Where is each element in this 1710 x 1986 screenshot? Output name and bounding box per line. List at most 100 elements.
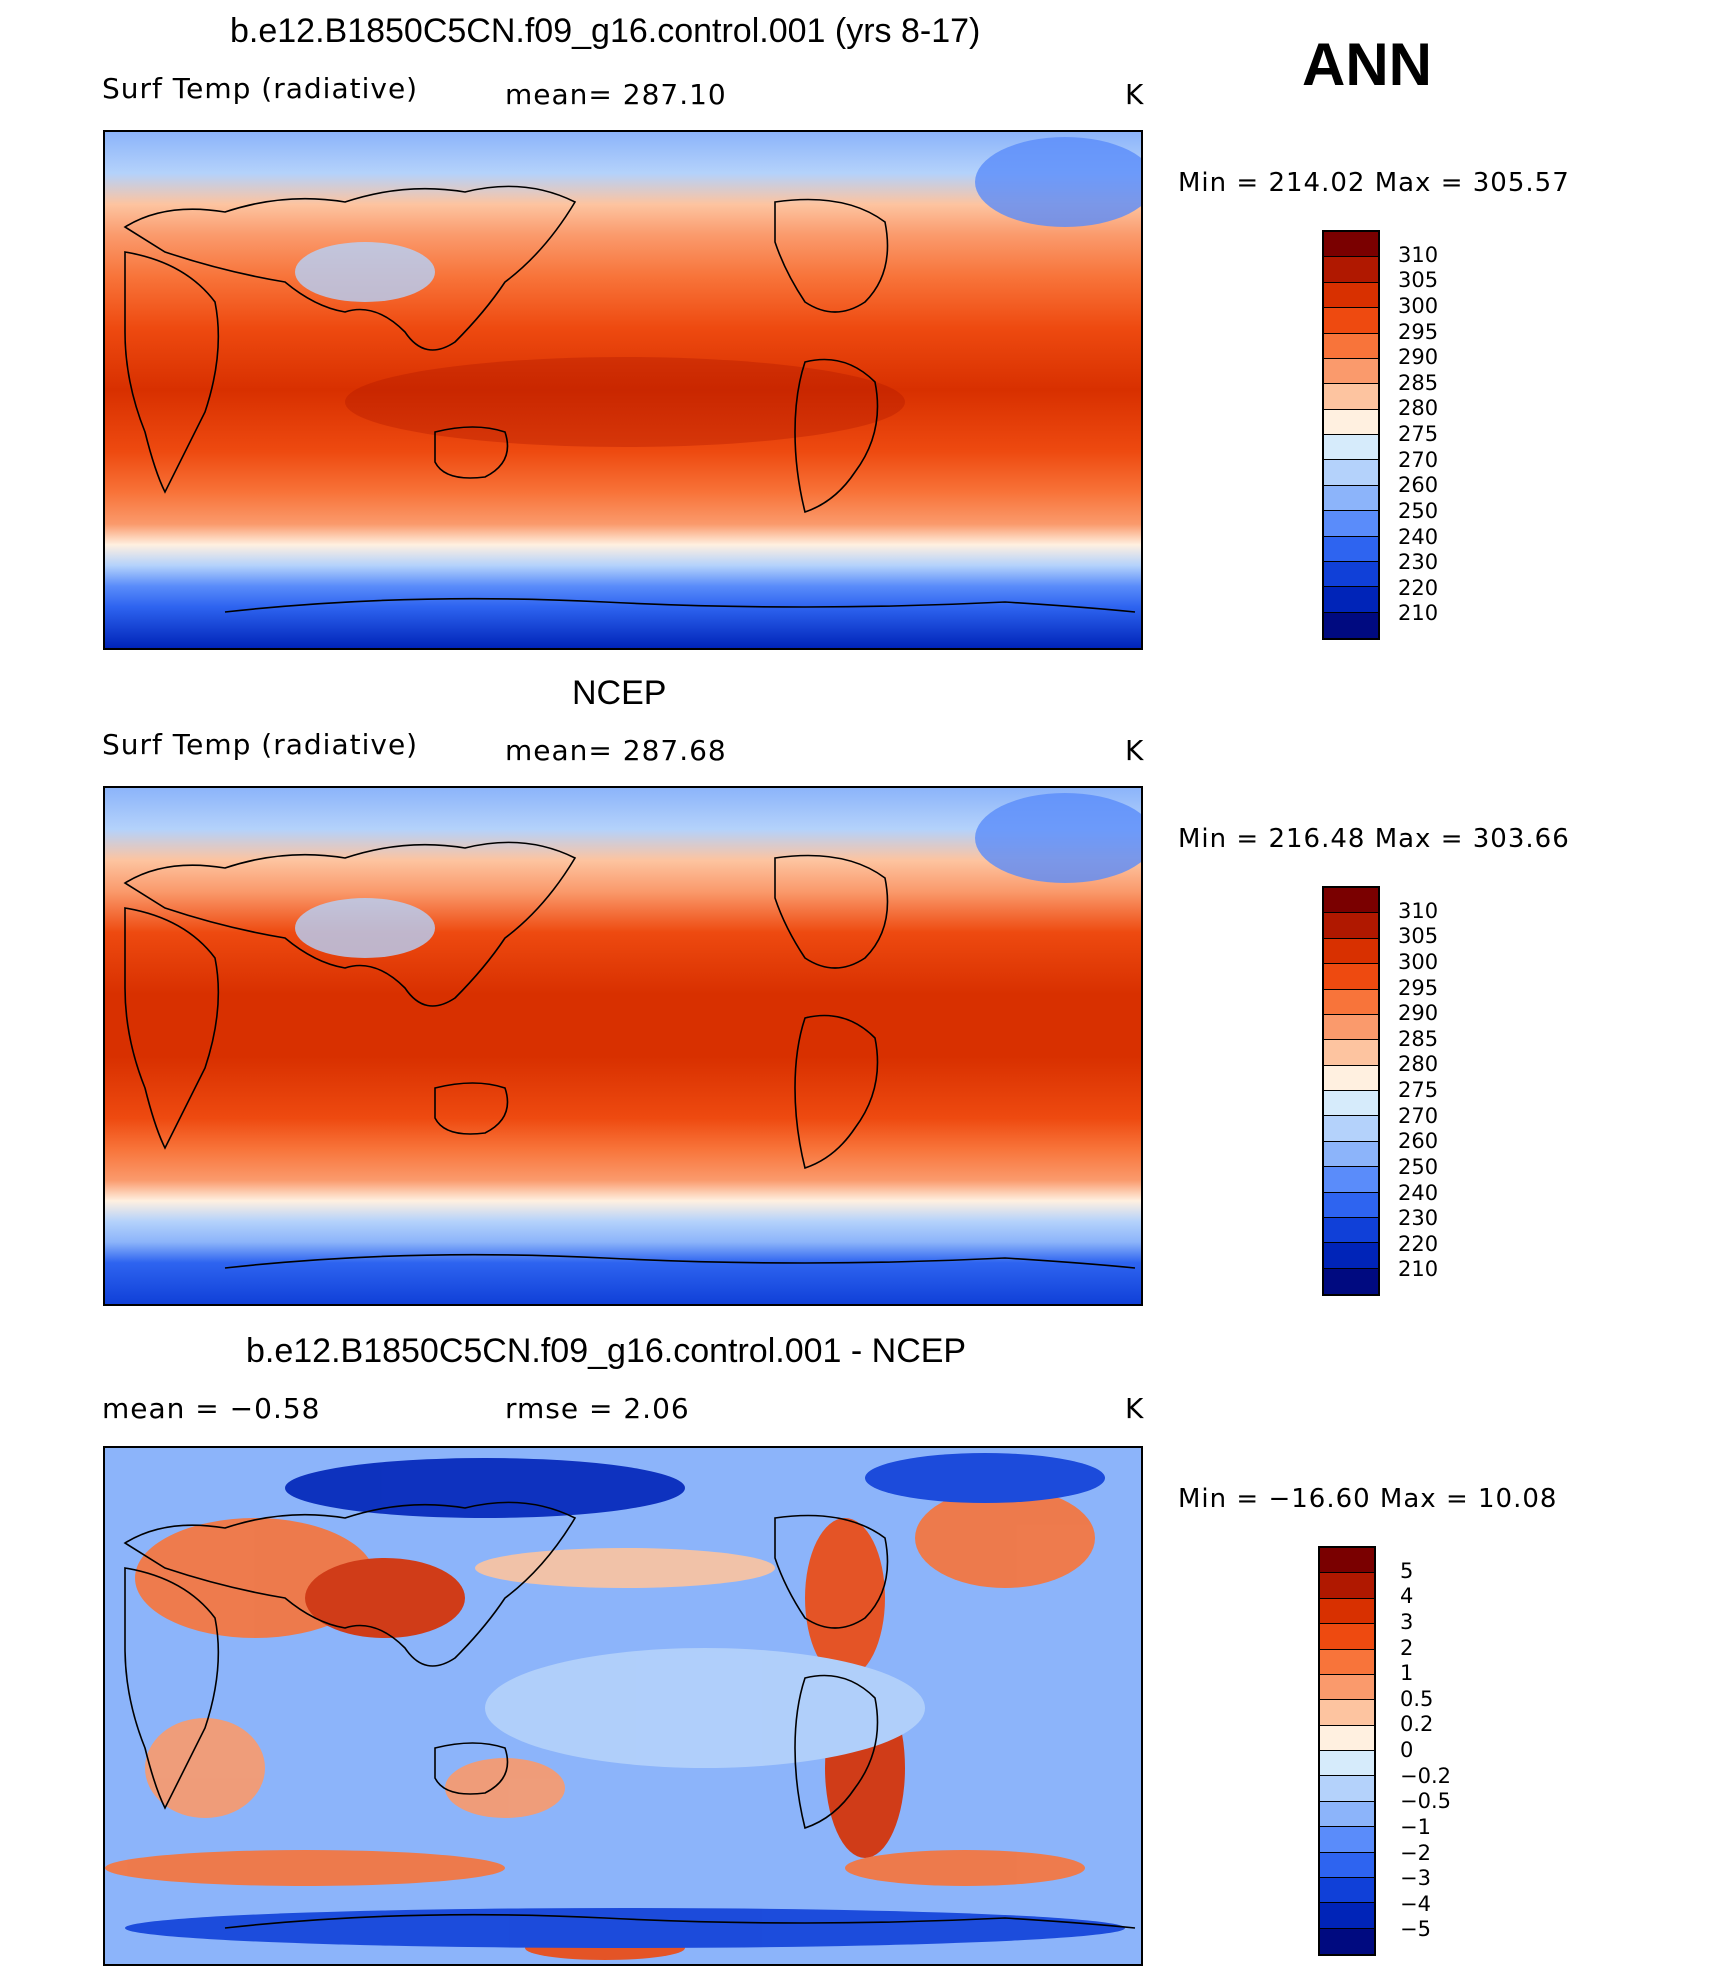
colorbar-label: 3 (1400, 1609, 1414, 1634)
panel-2-units: K (1125, 734, 1145, 767)
panel-2-title: NCEP (572, 674, 667, 712)
colorbar-swatch (1320, 1548, 1374, 1574)
colorbar-swatch (1324, 460, 1378, 486)
colorbar-swatch (1324, 561, 1378, 588)
colorbar-label: 220 (1398, 575, 1439, 600)
colorbar-label: 285 (1398, 1026, 1439, 1051)
colorbar-label: 310 (1398, 898, 1439, 923)
panel-1-title: b.e12.B1850C5CN.f09_g16.control.001 (yrs… (230, 12, 981, 50)
colorbar-swatch (1324, 938, 1378, 965)
colorbar-label: 290 (1398, 1001, 1439, 1026)
colorbar-swatch (1320, 1598, 1374, 1625)
panel-3-mean-label: mean = −0.58 (102, 1392, 321, 1425)
panel-1-colorbar (1322, 230, 1380, 640)
colorbar-label: 300 (1398, 293, 1439, 318)
colorbar-label: −4 (1400, 1891, 1431, 1916)
colorbar-swatch (1320, 1725, 1374, 1751)
colorbar-label: 260 (1398, 473, 1439, 498)
panel-3-title: b.e12.B1850C5CN.f09_g16.control.001 - NC… (246, 1332, 967, 1370)
colorbar-swatch (1324, 485, 1378, 512)
panel-2-colorbar (1322, 886, 1380, 1296)
colorbar-swatch (1324, 384, 1378, 410)
colorbar-swatch (1320, 1852, 1374, 1878)
panel-3-rmse-label: rmse = 2.06 (505, 1392, 690, 1425)
colorbar-label: 275 (1398, 1078, 1439, 1102)
colorbar-label: 250 (1398, 498, 1439, 523)
colorbar-swatch (1324, 1167, 1378, 1193)
colorbar-label: 4 (1400, 1584, 1414, 1609)
panel-2-min-max: Min = 216.48 Max = 303.66 (1178, 824, 1570, 854)
colorbar-swatch (1320, 1751, 1374, 1777)
colorbar-label: 290 (1398, 345, 1439, 370)
colorbar-swatch (1324, 1065, 1378, 1091)
panel-3-min-max: Min = −16.60 Max = 10.08 (1178, 1484, 1558, 1514)
panel-1-map-field (105, 132, 1141, 648)
colorbar-label: −0.2 (1400, 1763, 1451, 1788)
panel-2-map (103, 786, 1143, 1306)
colorbar-swatch (1320, 1801, 1374, 1828)
colorbar-label: 270 (1398, 1103, 1439, 1128)
colorbar-swatch (1324, 232, 1378, 258)
panel-3-units: K (1125, 1392, 1145, 1425)
colorbar-label: 260 (1398, 1129, 1439, 1154)
colorbar-swatch (1324, 1243, 1378, 1269)
panel-1-variable-label: Surf Temp (radiative) (102, 72, 419, 105)
colorbar-swatch (1324, 964, 1378, 990)
colorbar-label: 280 (1398, 1052, 1439, 1077)
season-label: ANN (1302, 31, 1432, 98)
colorbar-label: 0 (1400, 1738, 1414, 1762)
colorbar-label: 250 (1398, 1154, 1439, 1179)
colorbar-swatch (1324, 409, 1378, 435)
colorbar-label: 2 (1400, 1635, 1414, 1660)
colorbar-label: 285 (1398, 370, 1439, 395)
colorbar-swatch (1324, 587, 1378, 613)
colorbar-label: 280 (1398, 396, 1439, 421)
colorbar-label: 295 (1398, 319, 1439, 344)
panel-1-mean-label: mean= 287.10 (505, 78, 727, 111)
colorbar-swatch (1324, 1217, 1378, 1244)
colorbar-swatch (1320, 1903, 1374, 1929)
colorbar-swatch (1324, 333, 1378, 359)
colorbar-label: −2 (1400, 1840, 1431, 1865)
colorbar-swatch (1324, 1040, 1378, 1066)
panel-2-variable-label: Surf Temp (radiative) (102, 728, 419, 761)
colorbar-label: 300 (1398, 949, 1439, 974)
panel-3-colorbar (1318, 1546, 1376, 1956)
colorbar-swatch (1320, 1776, 1374, 1802)
colorbar-label: 220 (1398, 1231, 1439, 1256)
colorbar-swatch (1324, 989, 1378, 1015)
colorbar-label: 210 (1398, 601, 1439, 626)
colorbar-swatch (1324, 1014, 1378, 1041)
colorbar-label: 5 (1400, 1558, 1414, 1583)
colorbar-swatch (1320, 1573, 1374, 1599)
colorbar-swatch (1320, 1674, 1374, 1701)
colorbar-swatch (1320, 1624, 1374, 1650)
colorbar-swatch (1324, 358, 1378, 385)
colorbar-swatch (1324, 1091, 1378, 1117)
panel-1-min-max: Min = 214.02 Max = 305.57 (1178, 168, 1570, 198)
panel-2-map-field (105, 788, 1141, 1304)
colorbar-swatch (1324, 1268, 1378, 1294)
colorbar-swatch (1324, 1192, 1378, 1218)
colorbar-swatch (1324, 511, 1378, 537)
colorbar-label: 275 (1398, 422, 1439, 446)
colorbar-label: −5 (1400, 1917, 1431, 1942)
colorbar-swatch (1324, 612, 1378, 638)
colorbar-label: 230 (1398, 550, 1439, 575)
colorbar-swatch (1324, 435, 1378, 461)
colorbar-label: 310 (1398, 242, 1439, 267)
colorbar-swatch (1324, 913, 1378, 939)
colorbar-swatch (1324, 257, 1378, 283)
colorbar-label: 0.5 (1400, 1686, 1434, 1711)
panel-3-map-field (105, 1448, 1141, 1964)
colorbar-label: 305 (1398, 924, 1439, 949)
colorbar-swatch (1324, 888, 1378, 914)
colorbar-label: 210 (1398, 1257, 1439, 1282)
colorbar-label: 230 (1398, 1206, 1439, 1231)
colorbar-swatch (1324, 282, 1378, 309)
colorbar-label: −1 (1400, 1814, 1431, 1839)
colorbar-label: 270 (1398, 447, 1439, 472)
colorbar-label: 1 (1400, 1661, 1414, 1686)
colorbar-label: −3 (1400, 1866, 1431, 1891)
panel-3-map (103, 1446, 1143, 1966)
